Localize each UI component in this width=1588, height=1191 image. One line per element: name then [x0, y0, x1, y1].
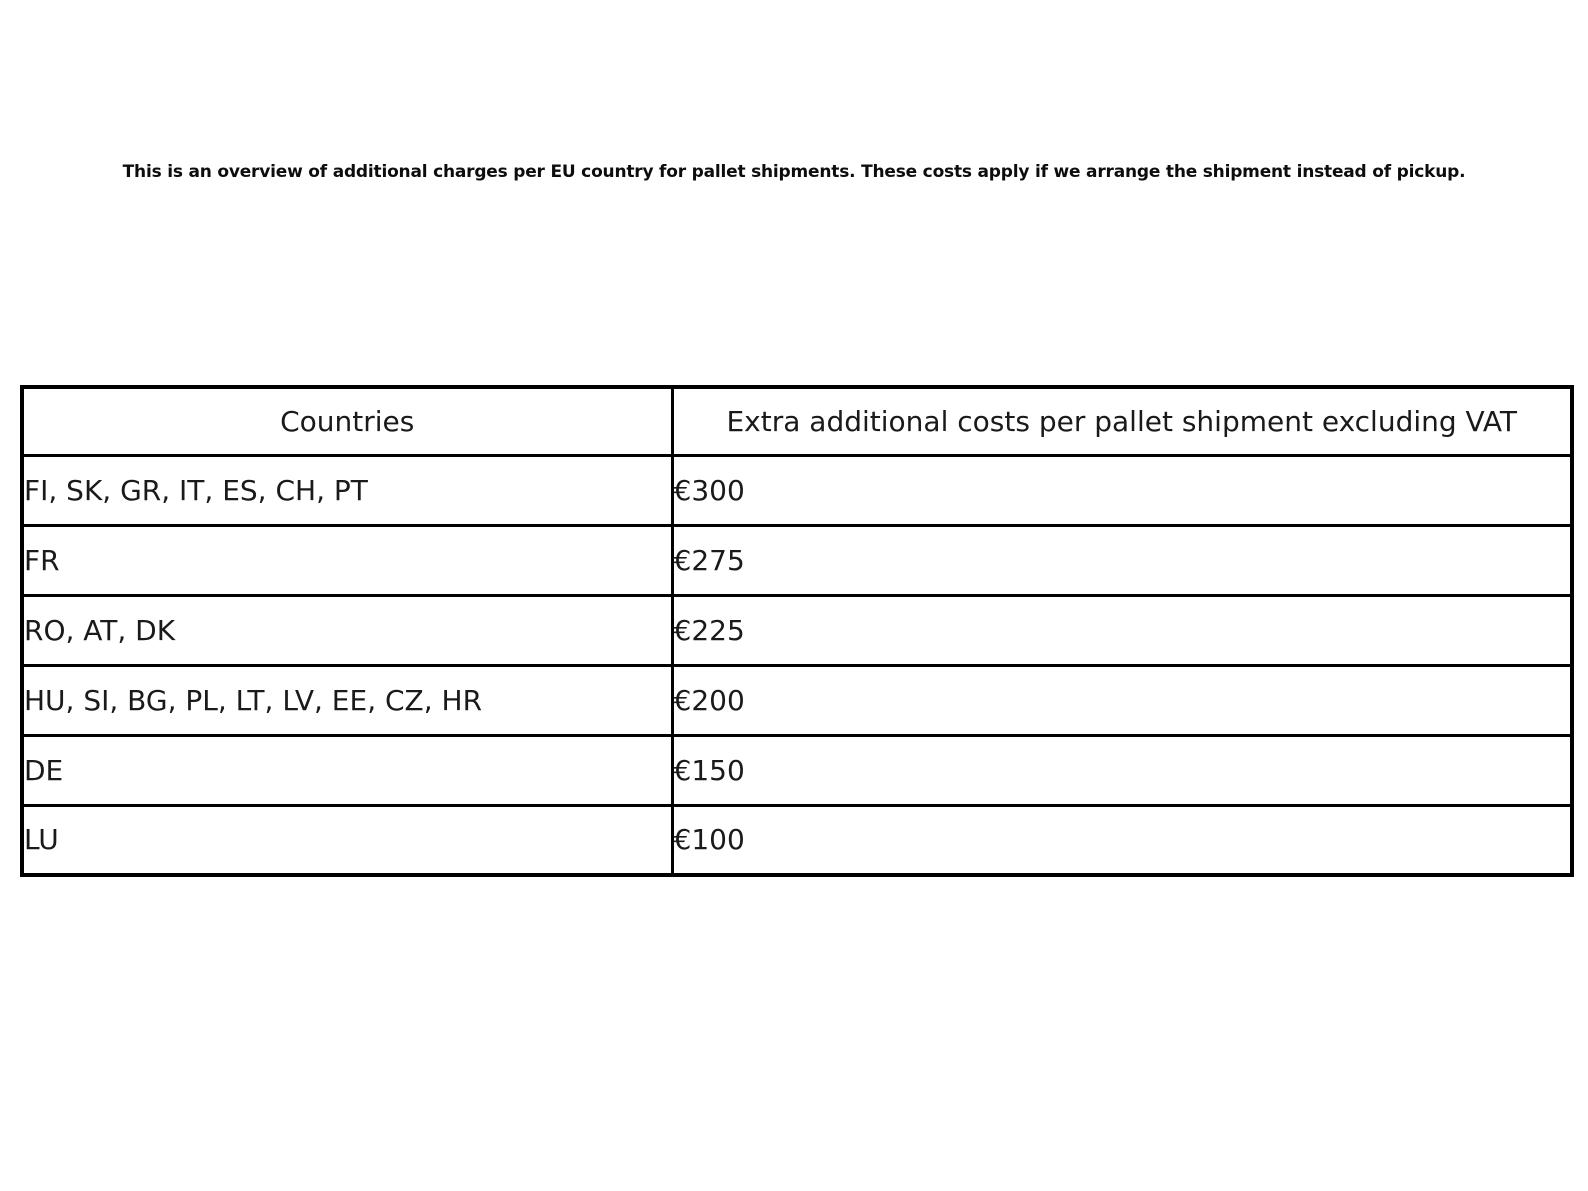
countries-cell: LU — [20, 803, 674, 877]
charges-table: Countries Extra additional costs per pal… — [20, 385, 1574, 877]
intro-text: This is an overview of additional charge… — [122, 162, 1466, 182]
cost-cell: €100 — [670, 803, 1574, 877]
countries-cell: FR — [20, 523, 674, 597]
table-row: DE €150 — [20, 733, 1574, 807]
cost-cell: €300 — [670, 453, 1574, 527]
cost-cell: €275 — [670, 523, 1574, 597]
cost-cell: €225 — [670, 593, 1574, 667]
costs-header-cell: Extra additional costs per pallet shipme… — [670, 385, 1574, 457]
table-row: HU, SI, BG, PL, LT, LV, EE, CZ, HR €200 — [20, 663, 1574, 737]
cost-cell: €150 — [670, 733, 1574, 807]
countries-header-cell: Countries — [20, 385, 674, 457]
table-header-row: Countries Extra additional costs per pal… — [20, 385, 1574, 457]
cost-cell: €200 — [670, 663, 1574, 737]
countries-cell: FI, SK, GR, IT, ES, CH, PT — [20, 453, 674, 527]
countries-cell: DE — [20, 733, 674, 807]
countries-cell: HU, SI, BG, PL, LT, LV, EE, CZ, HR — [20, 663, 674, 737]
table-row: FI, SK, GR, IT, ES, CH, PT €300 — [20, 453, 1574, 527]
table-row: RO, AT, DK €225 — [20, 593, 1574, 667]
table-row: FR €275 — [20, 523, 1574, 597]
countries-cell: RO, AT, DK — [20, 593, 674, 667]
table-row: LU €100 — [20, 803, 1574, 877]
